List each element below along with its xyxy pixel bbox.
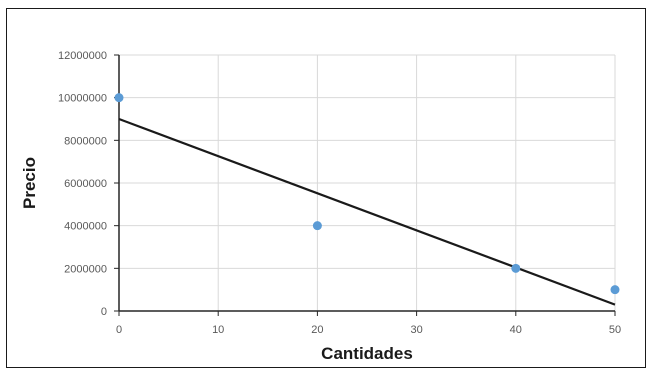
x-tick-label: 40: [510, 324, 522, 336]
x-tick-label: 0: [116, 324, 122, 336]
x-axis-title: Cantidades: [321, 344, 413, 363]
scatter-chart: 0 2000000 4000000 6000000 8000000 10000000 120…: [20, 50, 621, 363]
y-tick-label: 2000000: [64, 263, 107, 275]
data-point: [511, 263, 521, 273]
y-tick-label: 4000000: [64, 221, 107, 233]
y-tick-label: 10000000: [58, 93, 107, 105]
y-axis-title: Precio: [20, 157, 39, 209]
gridlines: [119, 54, 616, 311]
data-points: [114, 93, 620, 295]
y-tick-labels: 0 2000000 4000000 6000000 8000000 10000000 120…: [58, 50, 107, 318]
x-tick-label: 20: [311, 324, 323, 336]
x-tick-label: 50: [609, 324, 621, 336]
y-tick-label: 0: [101, 306, 107, 318]
data-point: [312, 221, 322, 231]
y-tick-label: 6000000: [64, 178, 107, 190]
data-point: [610, 285, 620, 295]
trendline: [118, 117, 616, 306]
x-tick-labels: 0 10 20 30 40 50: [116, 324, 621, 336]
y-tick-label: 12000000: [58, 50, 107, 62]
data-point: [114, 93, 124, 103]
x-tick-label: 10: [212, 324, 224, 336]
chart-frame: 0 2000000 4000000 6000000 8000000 10000000 120…: [6, 8, 646, 368]
y-tick-label: 8000000: [64, 135, 107, 147]
x-tick-label: 30: [410, 324, 422, 336]
trendline-group: [118, 117, 616, 306]
